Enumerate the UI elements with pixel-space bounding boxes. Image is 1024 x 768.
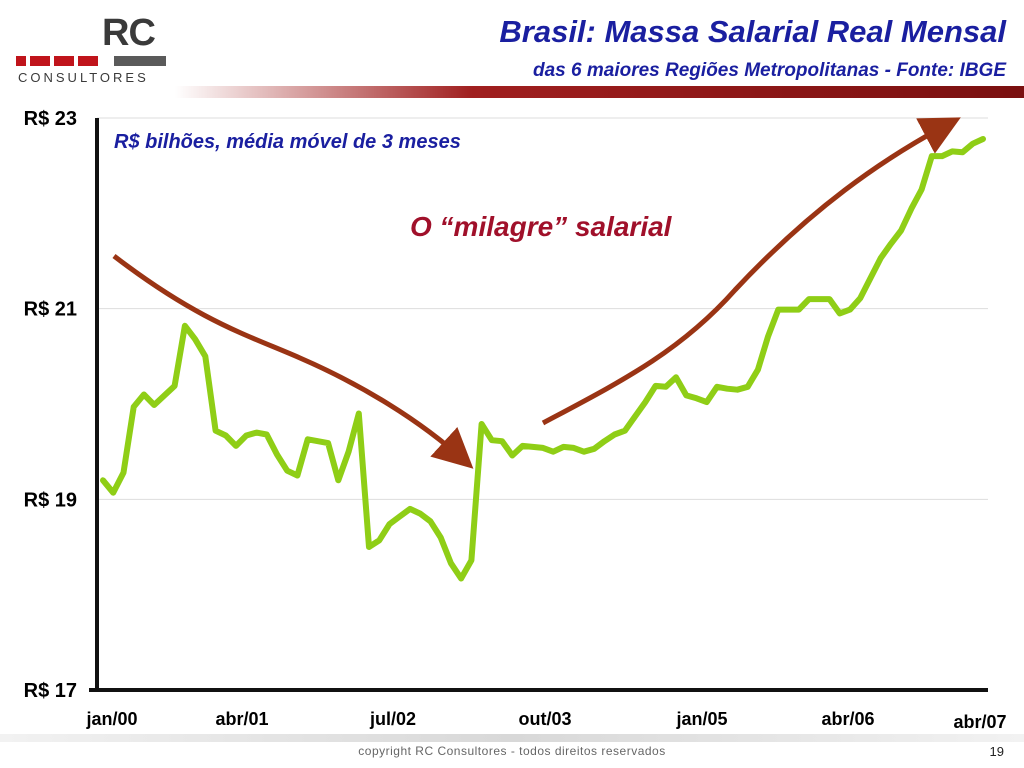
y-tick-label: R$ 19	[24, 489, 77, 511]
copyright-text: copyright RC Consultores - todos direito…	[358, 744, 666, 758]
x-tick-label: jan/00	[85, 709, 137, 729]
header-rule	[175, 86, 1024, 98]
page-subtitle: das 6 maiores Regiões Metropolitanas - F…	[533, 60, 1006, 81]
logo: RC CONSULTORES	[10, 6, 170, 86]
x-axis-ticks: jan/00 abr/01 jul/02 out/03 jan/05 abr/06 abr/…	[85, 709, 1006, 732]
y-tick-label: R$ 17	[24, 680, 77, 702]
chart-annotation: O “milagre” salarial	[410, 211, 673, 242]
x-tick-label: jan/05	[675, 709, 727, 729]
trend-arrow-up	[541, 117, 961, 426]
logo-squares	[16, 56, 102, 74]
logo-subtext: CONSULTORES	[18, 70, 149, 85]
chart-note: R$ bilhões, média móvel de 3 meses	[114, 131, 461, 153]
x-tick-label: abr/06	[821, 709, 874, 729]
y-tick-label: R$ 21	[24, 299, 77, 321]
x-tick-label: abr/07	[953, 712, 1006, 732]
series-line	[100, 136, 986, 582]
logo-text: RC	[102, 12, 156, 54]
x-tick-label: jul/02	[369, 709, 416, 729]
y-axis-ticks: R$ 17 R$ 19 R$ 21 R$ 23	[24, 108, 77, 702]
x-tick-label: abr/01	[215, 709, 268, 729]
page-number: 19	[989, 744, 1004, 759]
logo-bar	[114, 56, 166, 66]
x-tick-label: out/03	[518, 709, 571, 729]
y-tick-label: R$ 23	[24, 108, 77, 130]
trend-arrow-down	[112, 254, 474, 469]
page-title: Brasil: Massa Salarial Real Mensal	[499, 14, 1006, 49]
footer-rule	[0, 734, 1024, 742]
